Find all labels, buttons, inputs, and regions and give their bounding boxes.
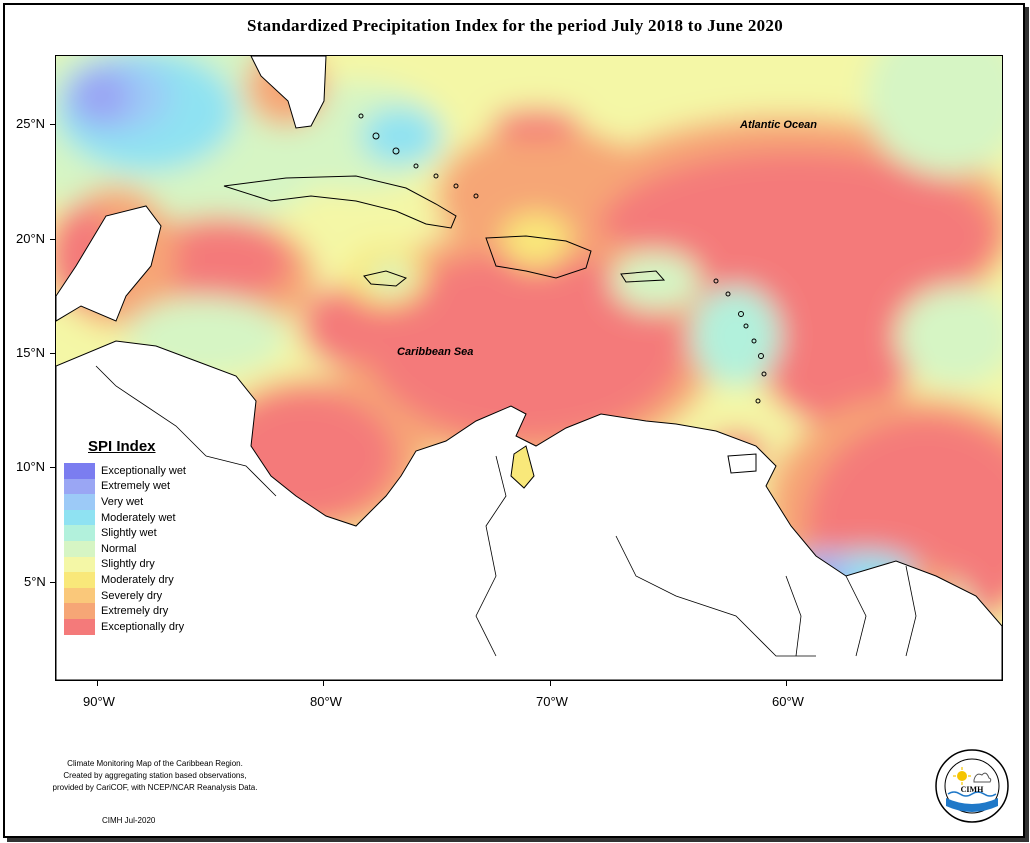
legend-item: Moderately dry — [64, 572, 199, 588]
legend-label: Moderately dry — [101, 573, 174, 586]
lat-tick-15n: 15°N — [16, 345, 46, 360]
legend-label: Slightly wet — [101, 527, 157, 540]
legend-swatch — [64, 525, 95, 541]
lon-tick-mark — [97, 680, 98, 686]
legend-swatch — [64, 494, 95, 510]
cimh-logo-graphic: CIMH — [935, 749, 1009, 823]
lat-tick-mark — [50, 239, 56, 240]
legend-item: Extremely dry — [64, 603, 199, 619]
country-borders — [95, 365, 917, 657]
lon-tick-80w: 80°W — [310, 694, 342, 709]
islands — [358, 113, 767, 404]
legend-swatch — [64, 556, 95, 573]
map-title: Standardized Precipitation Index for the… — [246, 16, 784, 35]
legend-item: Moderately wet — [64, 509, 199, 526]
footer-line: Created by aggregating station based obs… — [63, 771, 247, 780]
legend-swatch — [64, 572, 95, 588]
lon-tick-70w: 70°W — [536, 694, 568, 709]
legend-item: Exceptionally wet — [64, 463, 199, 479]
footer-line: Climate Monitoring Map of the Caribbean … — [67, 759, 243, 768]
legend-title: SPI Index — [88, 438, 156, 455]
legend-label: Exceptionally wet — [101, 464, 186, 477]
legend-item: Slightly dry — [64, 556, 199, 573]
legend-label: Moderately wet — [101, 511, 176, 524]
legend-swatch — [64, 618, 95, 635]
label-caribbean-sea: Caribbean Sea — [397, 346, 474, 358]
spi-map — [56, 56, 1002, 680]
label-atlantic-ocean: Atlantic Ocean — [740, 119, 818, 131]
logo-text: CIMH — [961, 785, 984, 794]
lon-tick-60w: 60°W — [772, 694, 804, 709]
lat-tick-mark — [50, 582, 56, 583]
legend-label: Extremely wet — [101, 480, 171, 493]
legend-label: Normal — [101, 542, 137, 555]
legend-item: Exceptionally dry — [64, 618, 199, 635]
landmasses — [56, 56, 1002, 680]
lon-tick-mark — [323, 680, 324, 686]
spi-map-canvas — [56, 56, 1002, 680]
lat-tick-25n: 25°N — [16, 116, 46, 131]
legend-swatch — [64, 478, 95, 495]
legend-swatch — [64, 463, 95, 479]
legend-item: Normal — [64, 540, 199, 557]
lat-tick-10n: 10°N — [16, 459, 46, 474]
credit-text: CIMH Jul-2020 — [102, 816, 156, 825]
legend-label: Slightly dry — [101, 558, 155, 571]
footer-line: provided by CariCOF, with NCEP/NCAR Rean… — [52, 783, 258, 792]
spi-legend: SPI Index Exceptionally wet Extremely wet… — [64, 438, 199, 635]
legend-item: Slightly wet — [64, 525, 199, 541]
legend-label: Exceptionally dry — [101, 620, 185, 633]
footer-note: Climate Monitoring Map of the Caribbean … — [30, 758, 280, 794]
lat-tick-20n: 20°N — [16, 231, 46, 246]
lat-tick-mark — [50, 124, 56, 125]
legend-item: Extremely wet — [64, 478, 199, 495]
lon-tick-mark — [550, 680, 551, 686]
lon-tick-mark — [786, 680, 787, 686]
cimh-logo: CIMH — [934, 748, 1010, 824]
legend-swatch — [64, 540, 95, 557]
legend-label: Extremely dry — [101, 605, 169, 618]
legend-item: Severely dry — [64, 587, 199, 604]
legend-label: Very wet — [101, 495, 144, 508]
lat-tick-mark — [50, 353, 56, 354]
lon-tick-90w: 90°W — [83, 694, 115, 709]
lat-tick-5n: 5°N — [24, 574, 46, 589]
lat-tick-mark — [50, 467, 56, 468]
legend-items: Exceptionally wet Extremely wet Very wet Mo… — [64, 463, 199, 635]
legend-item: Very wet — [64, 494, 199, 510]
legend-swatch — [64, 587, 95, 604]
legend-label: Severely dry — [101, 589, 163, 602]
legend-swatch — [64, 603, 95, 619]
legend-swatch — [64, 509, 95, 526]
